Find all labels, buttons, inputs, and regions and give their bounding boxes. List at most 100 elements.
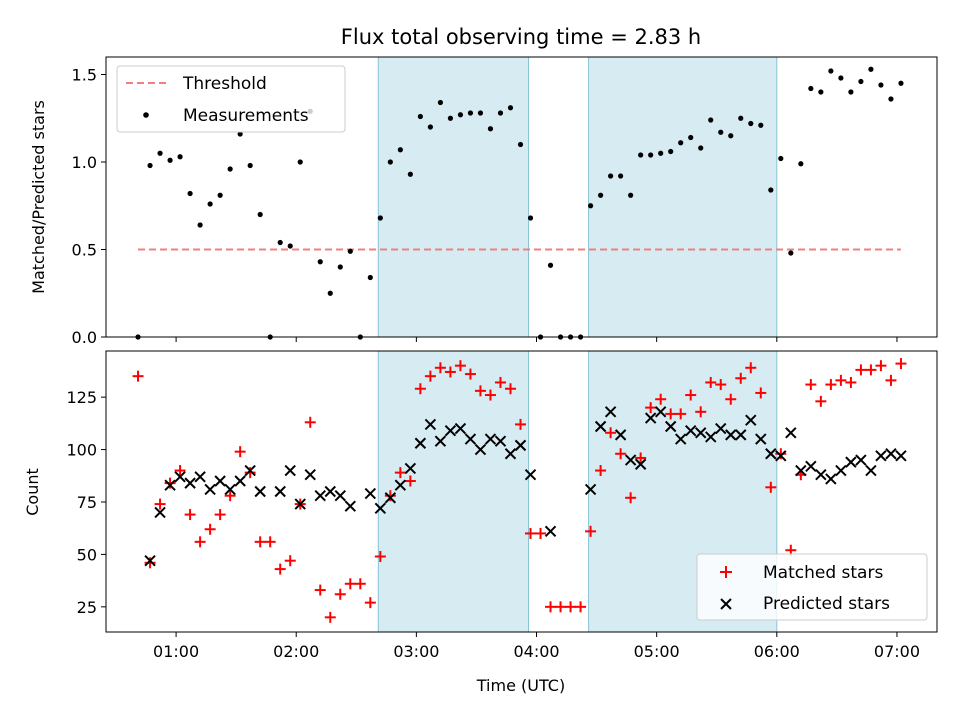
predicted-star-point (785, 427, 797, 439)
matched-star-point (565, 601, 577, 613)
predicted-star-point (464, 433, 477, 445)
measurement-point (447, 115, 454, 121)
predicted-star-point (674, 433, 687, 445)
y-tick-label: 125 (66, 388, 97, 407)
predicted-star-point (604, 406, 617, 418)
predicted-star-point (845, 456, 857, 468)
matched-star-point (735, 372, 747, 384)
measurement-point (157, 150, 163, 156)
matched-star-point (755, 387, 767, 399)
matched-star-point (394, 467, 406, 479)
matched-star-point (855, 364, 867, 376)
y-tick-label: 50 (77, 545, 97, 564)
measurement-point (457, 112, 464, 118)
x-tick-label: 05:00 (634, 642, 680, 661)
predicted-star-point (484, 433, 497, 445)
predicted-star-point (725, 429, 737, 441)
matched-star-point (264, 536, 276, 548)
ratio-panel: 0.0 0.5 1.0 1.5 Flux total observing time =… (29, 25, 938, 347)
predicted-star-point (284, 464, 296, 477)
matched-star-point (865, 364, 877, 376)
observing-window (377, 350, 530, 633)
matched-star-point (284, 555, 296, 567)
predicted-star-point (815, 469, 827, 481)
measurement-point (567, 334, 574, 340)
predicted-star-point (404, 462, 417, 475)
measurement-point (628, 192, 634, 198)
ratio-legend: Threshold Measurements (116, 65, 346, 133)
measurement-point (257, 211, 263, 218)
predicted-star-point (614, 429, 627, 441)
predicted-star-point (324, 485, 336, 498)
predicted-star-point (294, 498, 306, 510)
matched-star-point (334, 588, 346, 600)
x-tick-label: 07:00 (874, 642, 920, 661)
matched-star-point (184, 509, 196, 521)
matched-star-point (354, 578, 366, 590)
matched-star-point (525, 527, 537, 539)
measurement-point (828, 68, 834, 74)
measurement-point (147, 162, 153, 169)
matched-star-point (314, 584, 326, 596)
measurement-point (317, 259, 323, 265)
matched-star-point (474, 385, 486, 397)
matched-star-point (805, 379, 817, 391)
measurement-point (387, 159, 393, 165)
count-panel: 25 50 75 100 125 01:00 02:00 03:00 04:00 05:00 06:… (23, 350, 938, 695)
measurement-point (417, 113, 423, 120)
measurement-point (678, 140, 684, 146)
predicted-star-point (755, 433, 767, 445)
measurement-point (808, 85, 814, 92)
matched-star-point (775, 448, 787, 460)
measurement-point (407, 171, 413, 177)
x-tick-label: 02:00 (273, 642, 319, 661)
measurement-point (477, 110, 484, 116)
matched-star-point (765, 481, 777, 493)
predicted-star-point (705, 431, 717, 443)
matched-star-point (132, 370, 144, 382)
predicted-star-point (224, 483, 236, 496)
predicted-star-point (624, 454, 637, 466)
predicted-star-point (374, 502, 387, 514)
predicted-star-point (274, 485, 286, 498)
matched-star-point (364, 597, 376, 609)
predicted-star-point (524, 469, 537, 481)
measurement-point (237, 131, 243, 137)
matched-star-point (875, 360, 887, 372)
predicted-star-point (745, 414, 757, 426)
matched-star-point (545, 601, 557, 613)
measurement-point (597, 192, 604, 198)
x-tick-label: 03:00 (393, 642, 439, 661)
predicted-star-point (835, 464, 847, 477)
measurement-point (217, 192, 223, 198)
predicted-star-point (434, 435, 447, 447)
measurement-point (557, 334, 564, 340)
predicted-star-point (634, 458, 647, 470)
matched-star-point (174, 465, 186, 477)
measurement-point (527, 215, 534, 221)
matched-star-point (815, 395, 827, 407)
legend-predicted-swatch (720, 598, 732, 610)
measurement-point (437, 99, 444, 106)
matched-star-point (204, 523, 216, 535)
matched-star-point (234, 446, 246, 458)
matched-star-point (715, 379, 727, 391)
measurement-point (848, 89, 854, 95)
matched-star-point (344, 578, 356, 590)
matched-star-point (194, 536, 206, 548)
y-tick-label: 1.5 (72, 66, 97, 85)
matched-star-point (444, 366, 456, 378)
matched-star-point (244, 467, 256, 479)
measurement-point (898, 80, 904, 86)
measurement-point (608, 173, 614, 179)
predicted-star-point (194, 471, 206, 483)
predicted-star-point (715, 422, 727, 435)
predicted-star-point (584, 483, 597, 496)
legend-threshold-label: Threshold (182, 74, 267, 94)
measurement-point (778, 155, 784, 162)
predicted-star-point (544, 525, 557, 538)
measurement-point (718, 129, 724, 135)
matched-star-point (214, 509, 226, 521)
matched-star-point (625, 492, 637, 504)
measurement-point (668, 148, 674, 155)
